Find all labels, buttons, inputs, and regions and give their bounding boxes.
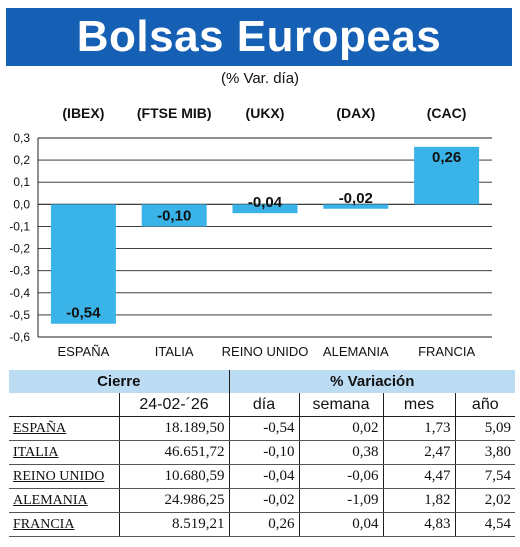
stock-table-container: Cierre % Variación 24-02-´26 día semana … (9, 370, 516, 543)
row-cierre: 18.189,50 (118, 416, 230, 441)
row-ano: 3,80 (454, 440, 516, 465)
data-label: -0,54 (66, 305, 101, 322)
y-tick-label: -0,1 (9, 219, 30, 233)
y-tick-label: -0,6 (9, 330, 30, 344)
data-label: -0,02 (339, 190, 373, 207)
title-banner: Bolsas Europeas (6, 8, 512, 66)
x-category-label: ITALIA (155, 344, 194, 359)
header-blank (9, 393, 119, 417)
row-cierre: 46.651,72 (118, 440, 230, 465)
page-title: Bolsas Europeas (76, 12, 442, 61)
bar (141, 204, 207, 227)
index-label: (DAX) (336, 105, 375, 121)
data-label: -0,04 (248, 194, 283, 211)
chart-subtitle: (% Var. día) (220, 70, 300, 87)
header-dia: día (228, 393, 300, 417)
row-cierre: 10.680,59 (118, 464, 230, 489)
row-semana: 0,04 (298, 512, 384, 537)
row-dia: -0,04 (228, 464, 300, 489)
y-tick-label: -0,4 (9, 286, 30, 300)
row-semana: 0,02 (298, 416, 384, 441)
stock-table: Cierre % Variación 24-02-´26 día semana … (9, 370, 516, 537)
x-category-label: ESPAÑA (58, 344, 110, 359)
bar (414, 146, 480, 205)
data-label: 0,26 (432, 149, 461, 166)
row-name: ITALIA (9, 440, 119, 465)
row-name: ESPAÑA (9, 416, 119, 441)
row-semana: -1,09 (298, 488, 384, 513)
x-category-label: FRANCIA (418, 344, 475, 359)
row-name: REINO UNIDO (9, 464, 119, 489)
row-name: ALEMANIA (9, 488, 119, 513)
bar (232, 204, 298, 214)
index-label: (IBEX) (62, 105, 104, 121)
row-mes: 1,73 (382, 416, 456, 441)
header-date: 24-02-´26 (118, 393, 230, 417)
index-label: (CAC) (427, 105, 467, 121)
index-label: (UKX) (246, 105, 285, 121)
table-row: ESPAÑA 18.189,50 -0,54 0,02 1,73 5,09 (9, 416, 516, 441)
table-row: REINO UNIDO 10.680,59 -0,04 -0,06 4,47 7… (9, 464, 516, 489)
row-ano: 2,02 (454, 488, 516, 513)
table-group-header-row: Cierre % Variación (9, 370, 516, 393)
row-semana: -0,06 (298, 464, 384, 489)
bar (50, 204, 116, 324)
row-dia: -0,54 (228, 416, 300, 441)
header-ano: año (454, 393, 516, 417)
y-tick-label: -0,3 (9, 264, 30, 278)
row-dia: -0,02 (228, 488, 300, 513)
row-mes: 1,82 (382, 488, 456, 513)
row-ano: 5,09 (454, 416, 516, 441)
row-cierre: 8.519,21 (118, 512, 230, 537)
table-row: ITALIA 46.651,72 -0,10 0,38 2,47 3,80 (9, 440, 516, 465)
row-mes: 4,47 (382, 464, 456, 489)
row-ano: 4,54 (454, 512, 516, 537)
index-label: (FTSE MIB) (137, 105, 212, 121)
bar-chart: 0,3 0,2 0,1 0,0 -0,1 -0,2 -0,3 -0,4 -0,5 -0,6 -0,5… (9, 105, 492, 359)
row-semana: 0,38 (298, 440, 384, 465)
x-category-label: REINO UNIDO (222, 344, 309, 359)
row-name: FRANCIA (9, 512, 119, 537)
header-mes: mes (382, 393, 456, 417)
row-mes: 2,47 (382, 440, 456, 465)
row-dia: -0,10 (228, 440, 300, 465)
y-tick-label: -0,5 (9, 308, 30, 322)
y-tick-label: 0,0 (13, 197, 30, 211)
y-tick-label: 0,1 (13, 175, 30, 189)
x-category-label: ALEMANIA (323, 344, 389, 359)
table-column-header-row: 24-02-´26 día semana mes año (9, 393, 516, 417)
y-tick-label: 0,2 (13, 153, 30, 167)
bar (323, 204, 389, 209)
table-row: FRANCIA 8.519,21 0,26 0,04 4,83 4,54 (9, 512, 516, 537)
row-cierre: 24.986,25 (118, 488, 230, 513)
y-tick-label: 0,3 (13, 131, 30, 145)
row-dia: 0,26 (228, 512, 300, 537)
table-row: ALEMANIA 24.986,25 -0,02 -1,09 1,82 2,02 (9, 488, 516, 513)
header-semana: semana (298, 393, 384, 417)
data-label: -0,10 (157, 207, 191, 224)
row-ano: 7,54 (454, 464, 516, 489)
header-cierre: Cierre (9, 370, 230, 393)
header-variacion: % Variación (228, 370, 516, 393)
row-mes: 4,83 (382, 512, 456, 537)
y-tick-label: -0,2 (9, 242, 30, 256)
